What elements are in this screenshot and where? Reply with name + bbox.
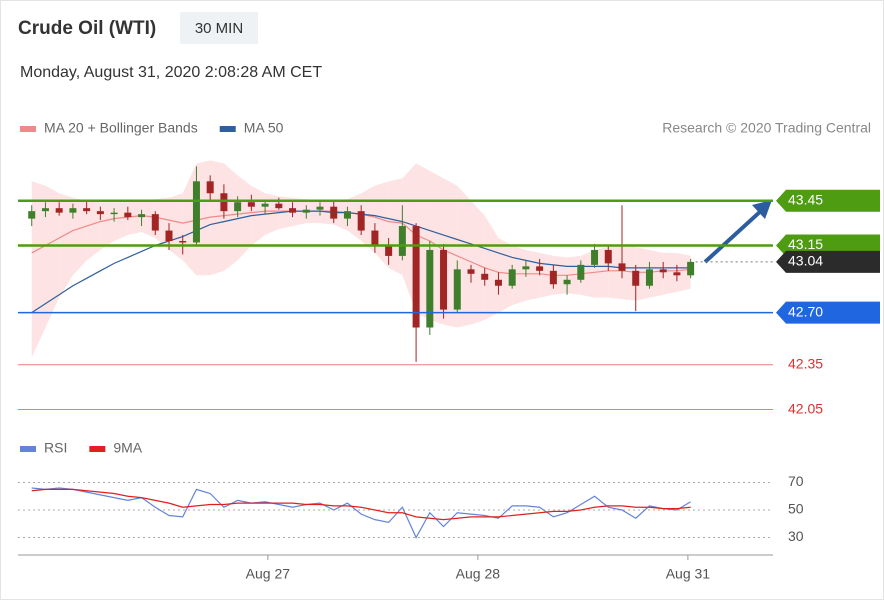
candle-body — [522, 266, 530, 270]
candle-body — [673, 272, 681, 276]
legend-label: 9MA — [113, 440, 142, 456]
candle-body — [577, 264, 585, 280]
bollinger-band — [223, 163, 238, 271]
candle-body — [343, 211, 351, 219]
candle-body — [591, 249, 599, 265]
candle-body — [55, 208, 63, 213]
level-label: 42.05 — [788, 400, 823, 416]
bollinger-band — [127, 200, 142, 236]
interval-badge — [180, 12, 258, 44]
bollinger-band — [471, 200, 485, 325]
candle-body — [549, 270, 557, 285]
candle-body — [659, 269, 667, 273]
bollinger-band — [237, 175, 252, 261]
candle-body — [536, 266, 544, 271]
candle-body — [687, 261, 695, 276]
candle-body — [508, 269, 516, 286]
candle-body — [330, 206, 338, 219]
y-tick-label: 30 — [788, 528, 804, 544]
legend-swatch — [20, 126, 36, 132]
legend-label: MA 20 + Bollinger Bands — [44, 120, 198, 136]
candle-body — [275, 203, 283, 209]
candle-body — [206, 181, 214, 194]
candle-body — [453, 269, 461, 310]
candle-body — [192, 181, 200, 243]
bollinger-band — [72, 197, 87, 276]
candle-body — [316, 206, 324, 210]
level-label-box — [776, 301, 880, 324]
candle-body — [165, 230, 173, 241]
candle-body — [371, 230, 379, 246]
candle-body — [41, 208, 49, 212]
bollinger-band — [484, 215, 499, 321]
x-tick-label: Aug 31 — [666, 566, 711, 582]
candle-body — [69, 208, 77, 213]
bollinger-band — [512, 245, 526, 306]
candle-body — [412, 226, 420, 328]
bollinger-band — [635, 246, 650, 301]
x-tick-label: Aug 28 — [456, 566, 501, 582]
candle-body — [440, 249, 448, 310]
candle-body — [247, 202, 255, 207]
level-label-box — [776, 189, 880, 212]
candle-body — [398, 226, 406, 256]
candle-body — [632, 270, 640, 286]
legend-swatch — [89, 446, 106, 452]
candle-body — [289, 208, 297, 213]
candle-body — [426, 249, 434, 328]
bollinger-band — [663, 252, 677, 295]
bollinger-band — [525, 249, 540, 301]
title: Crude Oil (WTI) — [18, 18, 156, 39]
timestamp: Monday, August 31, 2020 2:08:28 AM CET — [20, 64, 322, 81]
candle-body — [28, 211, 36, 219]
x-tick-label: Aug 27 — [246, 566, 291, 582]
credit: Research © 2020 Trading Central — [662, 120, 871, 136]
legend-swatch — [20, 446, 36, 452]
bollinger-band — [210, 160, 224, 276]
level-label: 43.04 — [788, 253, 823, 269]
level-label: 42.70 — [788, 303, 823, 319]
candle-body — [96, 211, 104, 215]
candle-body — [645, 269, 653, 286]
level-label: 43.15 — [788, 236, 823, 252]
bollinger-band — [114, 202, 128, 241]
candle-body — [302, 209, 310, 213]
candle-body — [124, 212, 132, 218]
bollinger-band — [169, 193, 183, 261]
candle-body — [234, 202, 242, 212]
y-tick-label: 70 — [788, 473, 804, 489]
candle-body — [261, 203, 269, 207]
candle-body — [385, 245, 393, 256]
candle-body — [220, 193, 228, 212]
forecast-arrow-head — [752, 200, 772, 219]
candle-body — [563, 279, 571, 285]
level-label: 43.45 — [788, 191, 823, 207]
candle-body — [83, 208, 91, 212]
y-tick-label: 50 — [788, 501, 804, 517]
bollinger-band — [622, 245, 636, 301]
legend-label: MA 50 — [244, 120, 284, 136]
interval: 30 MIN — [195, 20, 243, 37]
candle-body — [604, 249, 612, 264]
candle-body — [494, 279, 502, 286]
candle-body — [138, 214, 146, 218]
level-label-box — [776, 250, 880, 273]
forecast-arrow — [703, 208, 764, 264]
candle-body — [481, 273, 489, 280]
candle-body — [179, 240, 187, 243]
candle-body — [467, 269, 475, 274]
bollinger-band — [31, 181, 46, 358]
level-label: 42.35 — [788, 356, 823, 372]
candle-body — [110, 212, 118, 215]
candle-body — [151, 214, 159, 231]
legend-label: RSI — [44, 440, 67, 456]
bollinger-band — [45, 185, 60, 328]
legend-swatch — [219, 126, 236, 132]
rsi-line — [31, 488, 691, 521]
bollinger-band — [292, 197, 307, 227]
candle-body — [618, 263, 626, 271]
candle-body — [357, 211, 365, 231]
